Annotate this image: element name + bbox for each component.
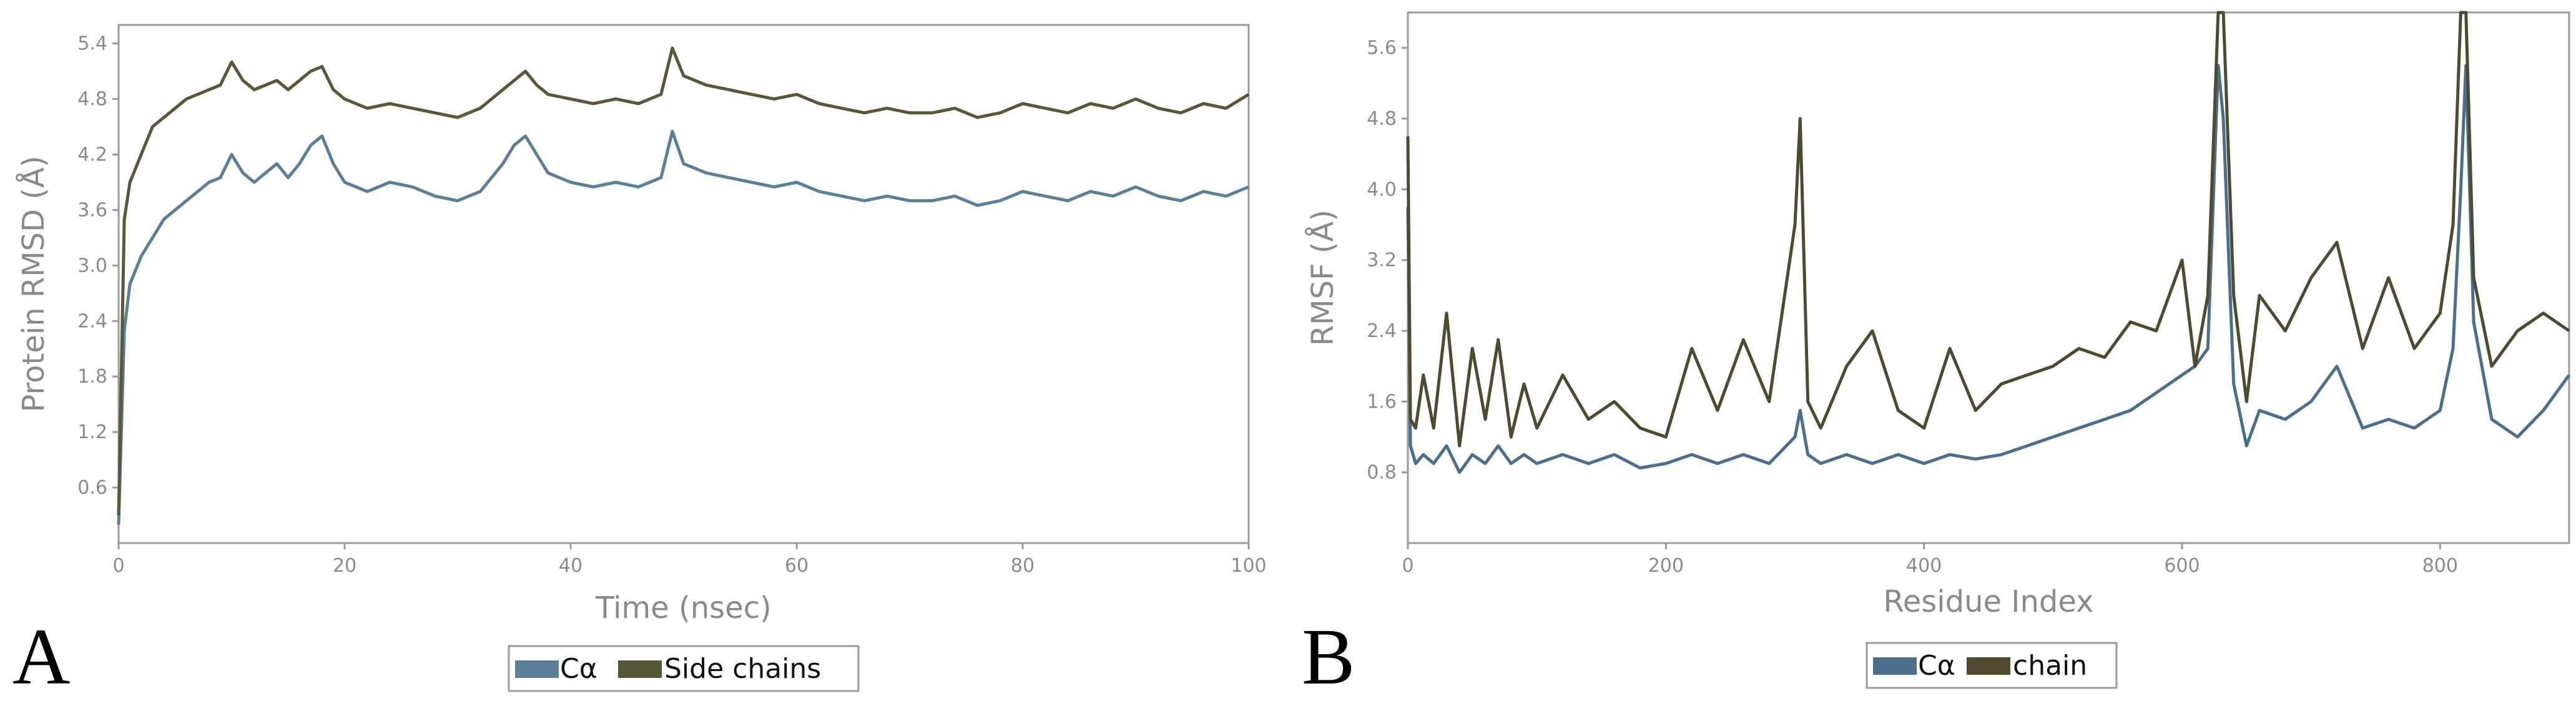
a-y-tick-label: 1.2 xyxy=(77,421,107,443)
legend-b-label-calpha: Cα xyxy=(1918,650,1955,682)
b-x-tick-label: 600 xyxy=(2164,555,2200,577)
b-y-tick-label: 1.6 xyxy=(1367,391,1397,413)
legend-a: Cα Side chains xyxy=(508,645,860,692)
a-series-line-0 xyxy=(117,129,1249,525)
b-y-tick-label: 4.8 xyxy=(1367,108,1397,130)
a-axis-ticks: 0 20 40 60 80 100 0.6 1.2 1.8 2.4 3.0 3.6 4.2 4.8 5.4 xyxy=(77,33,1266,577)
b-y-tick-label: 5.6 xyxy=(1367,37,1397,59)
a-y-tick-label: 4.2 xyxy=(77,144,107,166)
b-series-lines xyxy=(1406,11,2571,474)
a-x-tick-label: 100 xyxy=(1231,555,1266,577)
b-x-tick-label: 200 xyxy=(1648,555,1684,577)
a-series-lines xyxy=(117,46,1250,525)
a-y-tick-label: 3.6 xyxy=(77,199,107,221)
b-y-tick-label: 2.4 xyxy=(1367,320,1397,342)
b-axis-ticks: 0 200 400 600 800 0.8 1.6 2.4 3.2 4.0 4.8 5.6 xyxy=(1367,37,2458,577)
a-y-tick-label: 2.4 xyxy=(77,310,107,332)
a-y-tick-label: 4.8 xyxy=(77,89,107,110)
a-x-tick-label: 80 xyxy=(1011,555,1035,577)
panel-b: 0 200 400 600 800 0.8 1.6 2.4 3.2 4.0 4.8 5.6 RMSF … xyxy=(1302,11,2571,701)
a-y-tick-label: 1.8 xyxy=(77,366,107,388)
a-x-tick-label: 40 xyxy=(559,555,583,577)
legend-a-box xyxy=(508,645,860,692)
legend-a-swatch-sidechains xyxy=(618,660,662,678)
b-y-tick-label: 3.2 xyxy=(1367,250,1397,272)
b-series-line-1 xyxy=(1406,11,2570,448)
legend-b-swatch-calpha xyxy=(1873,657,1917,675)
b-x-tick-label: 800 xyxy=(2422,555,2458,577)
legend-b: Cα chain xyxy=(1866,642,2118,689)
a-x-tick-label: 20 xyxy=(333,555,356,577)
b-y-axis-label: RMSF (Å) xyxy=(1305,210,1340,346)
b-x-axis-label: Residue Index xyxy=(1884,584,2094,619)
legend-a-label-calpha: Cα xyxy=(560,653,597,685)
legend-b-swatch-chain xyxy=(1967,657,2010,675)
b-x-tick-label: 0 xyxy=(1402,555,1413,577)
a-x-tick-label: 0 xyxy=(112,555,124,577)
a-y-tick-label: 0.6 xyxy=(77,477,107,499)
b-y-tick-label: 4.0 xyxy=(1367,179,1397,200)
legend-a-swatch-calpha xyxy=(515,660,559,678)
panel-label-b: B xyxy=(1302,612,1355,701)
legend-b-label-chain: chain xyxy=(2013,650,2087,682)
a-y-axis-label: Protein RMSD (Å) xyxy=(16,155,51,412)
legend-a-label-sidechains: Side chains xyxy=(664,653,821,685)
a-x-axis-label: Time (nsec) xyxy=(595,591,772,625)
b-y-tick-label: 0.8 xyxy=(1367,462,1397,484)
plot-area-a xyxy=(117,24,1250,544)
a-x-tick-label: 60 xyxy=(785,555,809,577)
b-series-line-0 xyxy=(1406,64,2571,474)
panel-a: 0 20 40 60 80 1000.61.21.82.43.03.64.24.85.4 … xyxy=(12,24,1267,701)
panel-label-a: A xyxy=(12,612,70,701)
a-y-tick-label: 5.4 xyxy=(77,33,107,55)
b-x-tick-label: 400 xyxy=(1906,555,1942,577)
plot-area-b xyxy=(1407,11,2570,544)
a-series-line-1 xyxy=(117,46,1250,516)
a-y-tick-label: 3.0 xyxy=(77,255,107,277)
